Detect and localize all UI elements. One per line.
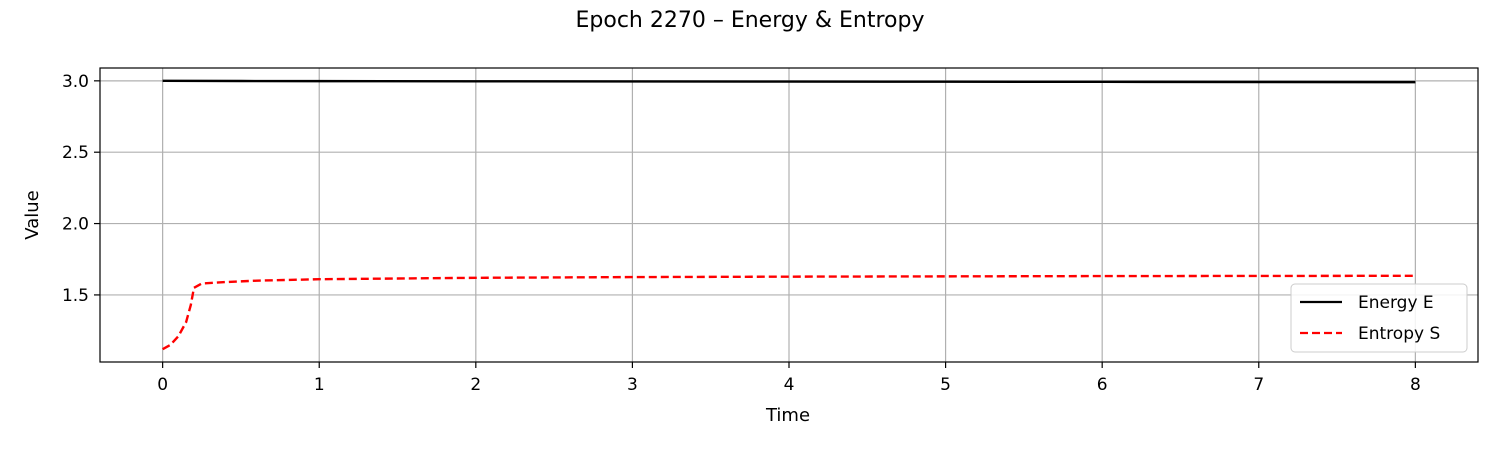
- y-axis-label: Value: [22, 190, 43, 239]
- series-lines: [162, 79, 1416, 351]
- x-axis-label: Time: [765, 405, 810, 426]
- chart-title: Epoch 2270 – Energy & Entropy: [576, 8, 925, 33]
- y-tick-label: 1.5: [62, 286, 89, 306]
- x-tick-label: 2: [470, 375, 481, 395]
- grid: [100, 68, 1478, 362]
- y-tick-label: 2.0: [62, 215, 89, 235]
- legend-label-entropy: Entropy S: [1358, 324, 1440, 344]
- x-tick-label: 8: [1410, 375, 1421, 395]
- x-tick-label: 7: [1253, 375, 1264, 395]
- x-tick-label: 5: [940, 375, 951, 395]
- x-tick-label: 4: [784, 375, 795, 395]
- series-line-energy-e: [162, 79, 1416, 84]
- x-tick-label: 0: [157, 375, 168, 395]
- y-tick-label: 2.5: [62, 143, 89, 163]
- legend-label-energy: Energy E: [1358, 293, 1434, 313]
- x-tick-label: 3: [627, 375, 638, 395]
- x-tick-label: 1: [314, 375, 325, 395]
- y-tick-label: 3.0: [62, 72, 89, 92]
- legend: Energy E Entropy S: [1290, 283, 1468, 353]
- axis-ticks: 0 1 2 3 4 5 6 7 8 1.5 2.0 2.5 3.0: [62, 72, 1421, 395]
- x-tick-label: 6: [1097, 375, 1108, 395]
